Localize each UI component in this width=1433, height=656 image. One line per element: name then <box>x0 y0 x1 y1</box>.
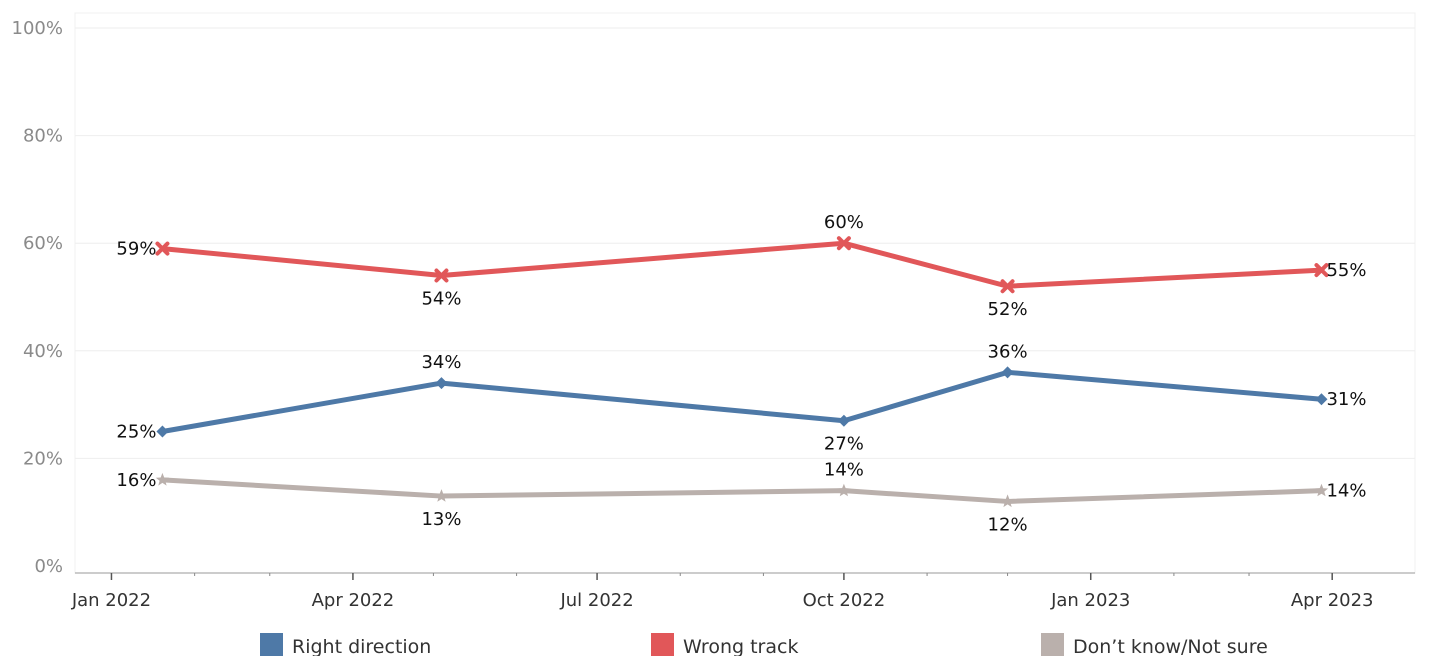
y-tick-label: 0% <box>34 556 63 577</box>
legend: Right direction Wrong track Don’t know/Not… <box>260 633 1268 656</box>
y-tick-label: 80% <box>23 126 63 147</box>
data-label: 36% <box>988 341 1028 362</box>
marker-diamond <box>435 377 448 390</box>
legend-label: Wrong track <box>683 636 798 656</box>
legend-swatch <box>260 633 283 656</box>
marker-diamond <box>837 414 850 427</box>
marker-star <box>155 472 170 486</box>
marker-x <box>434 268 449 283</box>
marker-star <box>1000 494 1015 508</box>
legend-swatch <box>1041 633 1064 656</box>
data-label: 52% <box>988 299 1028 320</box>
y-tick-label: 20% <box>23 448 63 469</box>
marker-diamond <box>1001 366 1014 379</box>
data-label: 31% <box>1326 389 1366 410</box>
data-label: 27% <box>824 434 864 455</box>
marker-star <box>837 483 851 497</box>
marker-x <box>1000 279 1015 294</box>
series-line-2 <box>159 240 1324 289</box>
x-tick-label: Jan 2023 <box>1050 590 1130 611</box>
x-tick-label: Oct 2022 <box>803 590 886 611</box>
data-label: 54% <box>421 288 461 309</box>
data-labels: 25% 34% 27% 36% 31% 59% 54% 60% 52% 55% 16% 13% 14% 1… <box>116 212 1366 535</box>
marker-x <box>155 241 170 256</box>
y-axis: 0% 20% 40% 60% 80% 100% <box>12 18 63 577</box>
marker-diamond <box>156 425 169 438</box>
series-line-1 <box>159 369 1324 434</box>
data-label: 16% <box>116 470 156 491</box>
series-lines <box>159 240 1324 504</box>
gridlines <box>75 27 1415 459</box>
data-label: 59% <box>116 239 156 260</box>
data-label: 14% <box>824 460 864 481</box>
marker-star <box>1314 483 1329 497</box>
data-label: 34% <box>421 352 461 373</box>
plot-area <box>74 12 1416 574</box>
marker-x <box>836 236 851 251</box>
x-tick-label: Apr 2022 <box>312 590 395 611</box>
y-tick-label: 60% <box>23 233 63 254</box>
x-tick-label: Jul 2022 <box>559 590 633 611</box>
data-label: 14% <box>1326 481 1366 502</box>
series-markers <box>155 236 1329 508</box>
y-tick-label: 100% <box>12 18 63 39</box>
data-label: 60% <box>824 212 864 233</box>
series-line-3 <box>159 477 1324 504</box>
data-label: 13% <box>421 509 461 530</box>
data-label: 12% <box>988 514 1028 535</box>
x-axis: Jan 2022 Apr 2022 Jul 2022 Oct 2022 Jan 2023… <box>71 573 1374 611</box>
legend-swatch <box>651 633 674 656</box>
data-label: 25% <box>116 422 156 443</box>
legend-label: Don’t know/Not sure <box>1073 636 1268 656</box>
legend-label: Right direction <box>292 636 431 656</box>
x-tick-label: Apr 2023 <box>1291 590 1374 611</box>
marker-star <box>434 489 449 502</box>
y-tick-label: 40% <box>23 341 63 362</box>
data-label: 55% <box>1326 260 1366 281</box>
marker-x <box>1314 263 1329 278</box>
marker-diamond <box>1315 393 1328 406</box>
x-tick-label: Jan 2022 <box>71 590 151 611</box>
